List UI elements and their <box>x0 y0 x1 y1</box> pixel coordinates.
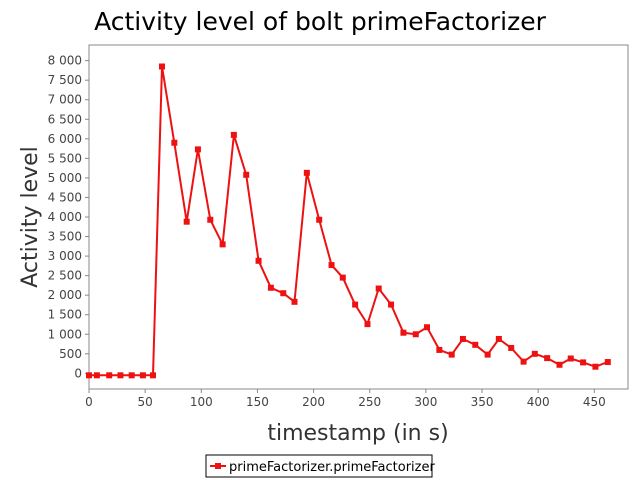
data-point <box>436 346 443 353</box>
y-tick-label: 5 000 <box>48 171 82 185</box>
x-tick-label: 250 <box>358 395 381 409</box>
x-tick-label: 350 <box>471 395 494 409</box>
y-axis-label: Activity level <box>18 146 43 288</box>
legend-label: primeFactorizer.primeFactorizer <box>229 460 435 475</box>
y-tick-label: 3 500 <box>48 230 82 244</box>
x-axis-ticks: 0 50 100 150 200 250 300 350 400 450 <box>85 389 606 409</box>
x-axis-label: timestamp (in s) <box>267 421 448 446</box>
data-point <box>150 372 157 379</box>
data-point <box>400 329 407 336</box>
data-point <box>316 216 323 223</box>
legend-box <box>205 454 433 478</box>
data-point <box>194 146 201 153</box>
y-tick-label: 7 000 <box>48 93 82 107</box>
x-tick-label: 450 <box>583 395 606 409</box>
data-point <box>207 216 214 223</box>
y-tick-label: 500 <box>59 347 82 361</box>
y-tick-label: 3 000 <box>48 249 82 263</box>
y-tick-label: 1 000 <box>48 327 82 341</box>
data-point <box>544 355 551 362</box>
y-tick-label: 0 <box>74 366 82 380</box>
y-axis-ticks: 0 500 1 000 1 500 2 000 2 500 3 000 3 500 4 000 4… <box>48 54 89 380</box>
data-point <box>567 355 574 362</box>
data-point <box>448 351 455 358</box>
x-tick-label: 100 <box>190 395 213 409</box>
data-point <box>520 358 527 365</box>
data-point <box>243 171 250 178</box>
y-tick-label: 5 500 <box>48 151 82 165</box>
series-layer <box>86 63 611 379</box>
y-tick-label: 7 500 <box>48 73 82 87</box>
x-tick-label: 200 <box>302 395 325 409</box>
data-point <box>117 372 124 379</box>
data-point <box>280 290 287 297</box>
y-tick-label: 2 000 <box>48 288 82 302</box>
x-tick-label: 50 <box>138 395 153 409</box>
data-point <box>495 335 502 342</box>
y-tick-label: 6 000 <box>48 132 82 146</box>
data-point <box>291 298 298 305</box>
data-point <box>158 63 165 70</box>
plot-area <box>88 44 629 390</box>
data-point <box>171 139 178 146</box>
data-point <box>459 335 466 342</box>
y-tick-label: 8 000 <box>48 54 82 68</box>
data-point <box>375 285 382 292</box>
data-point <box>412 331 419 338</box>
data-point <box>556 361 563 368</box>
data-point <box>472 341 479 348</box>
data-point <box>106 372 113 379</box>
data-point <box>508 344 515 351</box>
x-tick-label: 0 <box>85 395 93 409</box>
x-tick-label: 150 <box>246 395 269 409</box>
y-tick-label: 4 000 <box>48 210 82 224</box>
y-tick-label: 2 500 <box>48 269 82 283</box>
data-point <box>580 359 587 366</box>
data-point <box>255 257 262 264</box>
x-tick-label: 300 <box>414 395 437 409</box>
y-tick-label: 6 500 <box>48 112 82 126</box>
data-point <box>183 218 190 225</box>
y-tick-label: 4 500 <box>48 190 82 204</box>
data-point <box>339 274 346 281</box>
data-point <box>219 241 226 248</box>
data-point <box>531 350 538 357</box>
data-point <box>328 262 335 269</box>
data-point <box>139 372 146 379</box>
data-point <box>128 372 135 379</box>
data-point <box>93 372 100 379</box>
data-point <box>484 351 491 358</box>
legend: primeFactorizer.primeFactorizer <box>205 454 435 478</box>
x-tick-label: 400 <box>527 395 550 409</box>
data-point <box>364 321 371 328</box>
data-point <box>604 359 611 366</box>
data-point <box>267 284 274 291</box>
data-point <box>230 131 237 138</box>
data-point <box>352 301 359 308</box>
data-point <box>86 372 92 379</box>
data-point <box>388 301 395 308</box>
data-point <box>303 169 310 176</box>
data-point <box>592 363 599 370</box>
data-point <box>423 324 430 331</box>
y-tick-label: 1 500 <box>48 308 82 322</box>
chart-title: Activity level of bolt primeFactorizer <box>94 7 547 36</box>
legend-marker-swatch <box>215 463 221 469</box>
